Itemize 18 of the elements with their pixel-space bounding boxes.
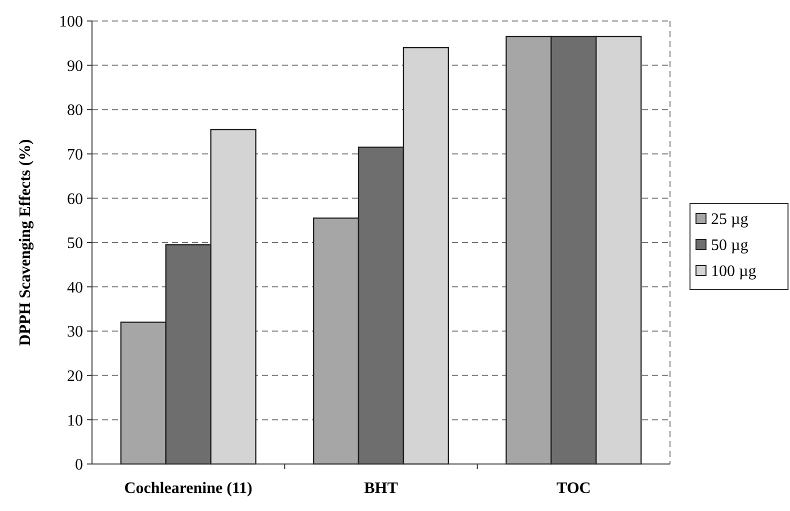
- y-tick-label: 30: [67, 324, 83, 341]
- y-tick-label: 60: [67, 190, 83, 208]
- y-tick-label: 20: [67, 368, 83, 385]
- y-axis-title: DPPH Scavenging Effects (%): [17, 139, 34, 346]
- y-tick-label: 40: [67, 279, 83, 296]
- y-tick-label: 50: [67, 235, 83, 252]
- legend-label: 25 µg: [711, 211, 748, 228]
- y-tick-label: 70: [67, 146, 83, 164]
- y-tick-label: 0: [75, 456, 83, 474]
- y-tick-label: 10: [67, 412, 83, 430]
- x-tick-label: BHT: [364, 480, 398, 497]
- y-tick-label: 80: [67, 102, 83, 120]
- x-tick-label: Cochlearenine (11): [124, 480, 252, 497]
- y-tick-label: 100: [59, 14, 83, 31]
- legend-label: 50 µg: [711, 237, 748, 254]
- x-tick-label: TOC: [556, 480, 591, 497]
- y-tick-label: 90: [67, 58, 83, 75]
- legend-label: 100 µg: [711, 263, 756, 280]
